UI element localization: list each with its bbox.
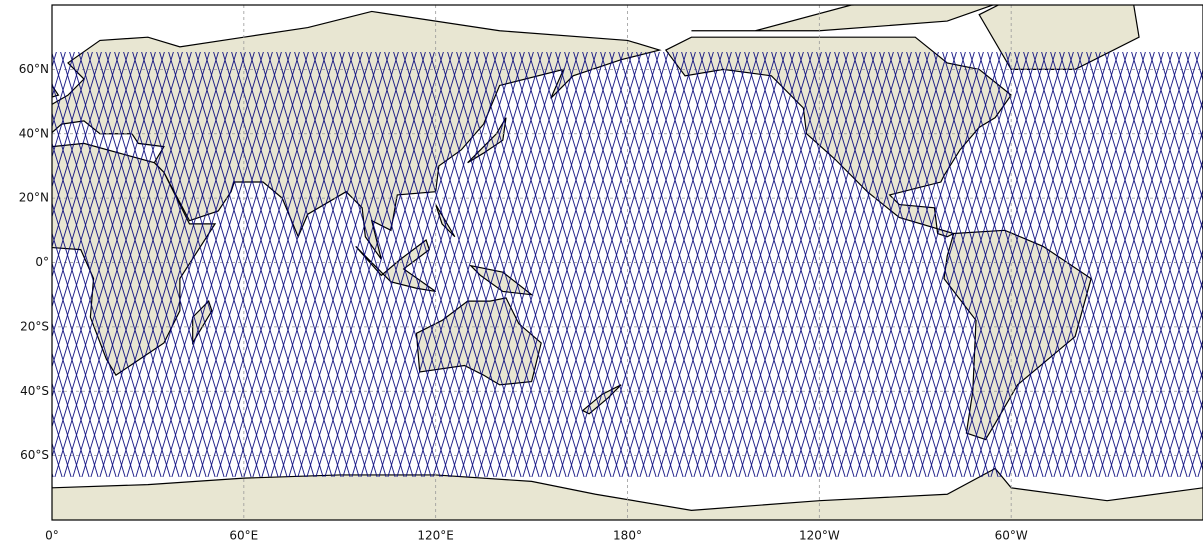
y-tick-label: 40°N bbox=[19, 126, 49, 140]
y-tick-label: 60°N bbox=[19, 62, 49, 76]
x-tick-label: 180° bbox=[613, 529, 642, 543]
coastline bbox=[52, 466, 1203, 520]
x-tick-label: 120°W bbox=[799, 529, 840, 543]
y-tick-label: 0° bbox=[35, 255, 49, 269]
x-tick-label: 120°E bbox=[417, 529, 454, 543]
y-tick-label: 40°S bbox=[20, 384, 49, 398]
map-frame bbox=[51, 4, 1203, 521]
y-tick-label: 60°S bbox=[20, 448, 49, 462]
x-tick-label: 60°E bbox=[229, 529, 258, 543]
y-tick-label: 20°S bbox=[20, 319, 49, 333]
satellite-ground-tracks bbox=[52, 52, 1203, 477]
y-tick-label: 20°N bbox=[19, 191, 49, 205]
x-tick-label: 0° bbox=[45, 529, 59, 543]
x-tick-label: 60°W bbox=[995, 529, 1028, 543]
